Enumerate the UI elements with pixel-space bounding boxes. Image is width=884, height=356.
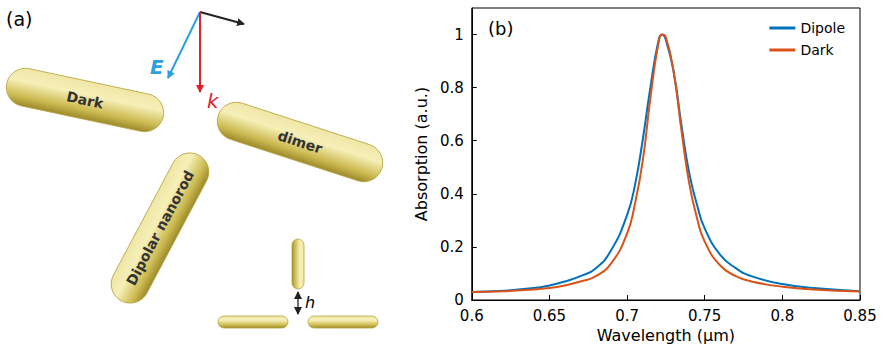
svg-text:0.8: 0.8 [770,307,794,325]
svg-text:h: h [305,293,315,312]
svg-text:0.65: 0.65 [533,307,566,325]
svg-text:E: E [150,55,164,79]
svg-text:Wavelength (μm): Wavelength (μm) [597,326,735,345]
svg-text:0.6: 0.6 [440,132,464,150]
svg-text:1: 1 [454,26,464,44]
svg-text:k: k [207,89,220,113]
svg-text:(a): (a) [6,8,32,30]
svg-text:Absorption (a.u.): Absorption (a.u.) [412,87,431,221]
svg-text:0.2: 0.2 [440,238,464,256]
svg-text:0.75: 0.75 [688,307,721,325]
svg-text:(b): (b) [488,18,513,39]
svg-text:0: 0 [454,291,464,309]
svg-text:Dark: Dark [65,88,105,112]
svg-text:Dark: Dark [800,42,834,58]
svg-text:0.7: 0.7 [615,307,639,325]
svg-text:0.85: 0.85 [843,307,876,325]
svg-text:0.6: 0.6 [460,307,484,325]
svg-text:Dipole: Dipole [800,20,845,36]
svg-text:dimer: dimer [276,127,325,156]
svg-text:0.4: 0.4 [440,185,464,203]
svg-text:0.8: 0.8 [440,79,464,97]
svg-text:Dipolar nanorod: Dipolar nanorod [123,168,197,288]
